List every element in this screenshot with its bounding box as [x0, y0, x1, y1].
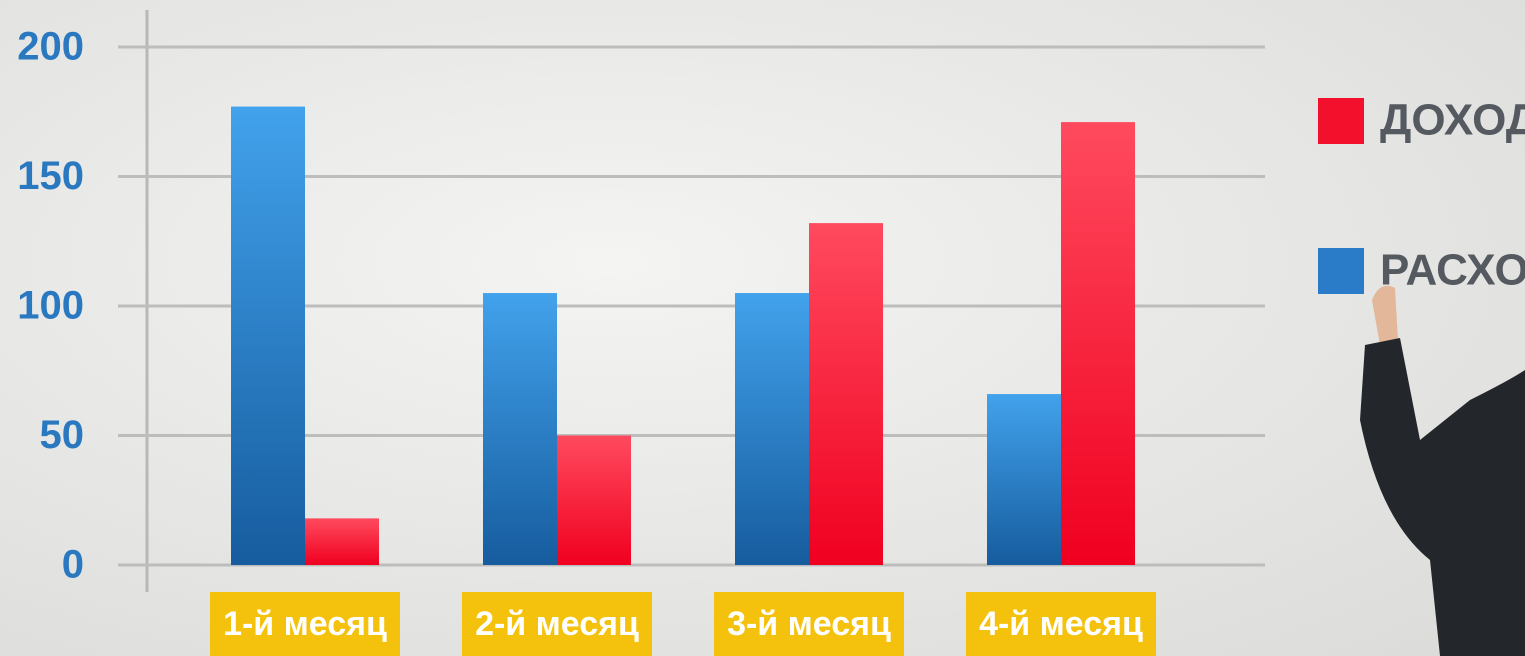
legend-swatch: [1318, 248, 1364, 294]
category-box: [714, 592, 904, 656]
person: [1360, 285, 1525, 656]
y-tick-label: 150: [17, 154, 84, 198]
y-tick-label: 100: [17, 284, 84, 328]
bar: [735, 293, 809, 565]
x-tick-label: 3-й месяц: [727, 605, 891, 643]
y-tick-label: 0: [62, 543, 84, 587]
x-tick-label: 4-й месяц: [979, 605, 1143, 643]
legend-label: ДОХОД: [1380, 96, 1525, 145]
legend-swatch: [1318, 98, 1364, 144]
bar: [987, 394, 1061, 565]
y-tick-label: 50: [40, 413, 85, 457]
category-box: [966, 592, 1156, 656]
bar: [1061, 122, 1135, 566]
y-tick-label: 200: [17, 25, 84, 69]
x-tick-label: 2-й месяц: [475, 605, 639, 643]
bar: [483, 293, 557, 565]
bar: [809, 223, 883, 565]
bar: [231, 106, 305, 565]
category-box: [462, 592, 652, 656]
x-tick-label: 1-й месяц: [223, 605, 387, 643]
category-box: [210, 592, 400, 656]
bar: [305, 518, 379, 565]
bar: [557, 435, 631, 565]
